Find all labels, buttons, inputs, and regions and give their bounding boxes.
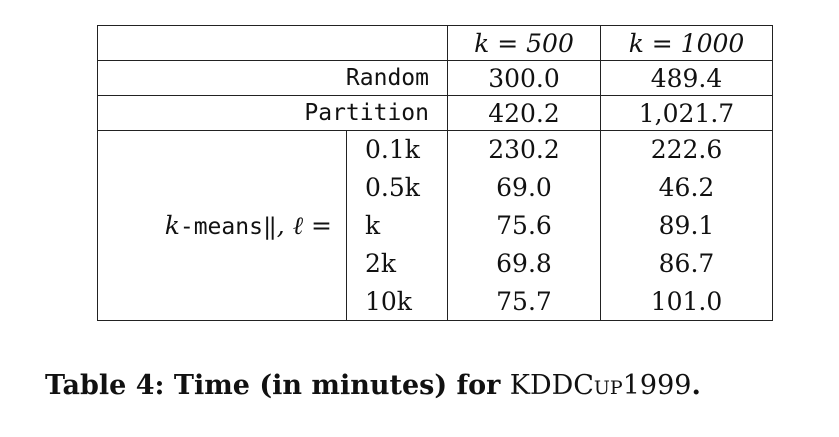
param-cell: 2k <box>346 244 448 283</box>
table-cell: 222.6 <box>600 130 773 169</box>
row-label-random: Random <box>97 60 448 96</box>
group-label-kmeans: k-means‖, ℓ = <box>97 130 347 321</box>
table-row: 2k 69.8 86.7 <box>98 244 773 283</box>
header-row: k = 500 k = 1000 <box>97 25 773 61</box>
table-cell: 230.2 <box>447 130 601 169</box>
table-cell: 300.0 <box>447 60 601 96</box>
table-cell: 46.2 <box>600 168 773 207</box>
caption-prefix: Table 4: Time (in minutes) for <box>45 370 501 401</box>
table-cell: 75.6 <box>447 206 601 245</box>
header-k500: k = 500 <box>447 25 601 61</box>
caption-dataset: KDDCup1999 <box>509 370 692 401</box>
table-cell: 86.7 <box>600 244 773 283</box>
group-label-ell: , ℓ = <box>276 210 332 240</box>
param-cell: 10k <box>346 282 448 321</box>
header-empty-cell <box>97 25 448 61</box>
row-label-partition: Partition <box>97 95 448 131</box>
param-cell: k <box>346 206 448 245</box>
header-k1000: k = 1000 <box>600 25 773 61</box>
table-row: 10k 75.7 101.0 <box>98 282 773 321</box>
table-row: Partition 420.2 1,021.7 <box>97 95 773 131</box>
param-cell: 0.5k <box>346 168 448 207</box>
table-cell: 69.8 <box>447 244 601 283</box>
table-caption: Table 4: Time (in minutes) for KDDCup199… <box>45 370 701 401</box>
results-table: k = 500 k = 1000 Random 300.0 489.4 Part… <box>97 25 773 321</box>
table-row: k-means‖, ℓ = 0.1k 230.2 222.6 <box>97 130 773 321</box>
table-row: 0.5k 69.0 46.2 <box>98 168 773 207</box>
group-label-k: k <box>164 210 180 240</box>
table-cell: 75.7 <box>447 282 601 321</box>
table-cell: 1,021.7 <box>600 95 773 131</box>
table-cell: 69.0 <box>447 168 601 207</box>
param-cell: 0.1k <box>346 130 448 169</box>
table-cell: 101.0 <box>600 282 773 321</box>
group-label-method: -means‖ <box>179 213 277 240</box>
table-row: k 75.6 89.1 <box>98 206 773 245</box>
table-row: Random 300.0 489.4 <box>97 60 773 96</box>
table-cell: 89.1 <box>600 206 773 245</box>
caption-suffix: . <box>691 370 701 401</box>
table-cell: 420.2 <box>447 95 601 131</box>
table-cell: 489.4 <box>600 60 773 96</box>
